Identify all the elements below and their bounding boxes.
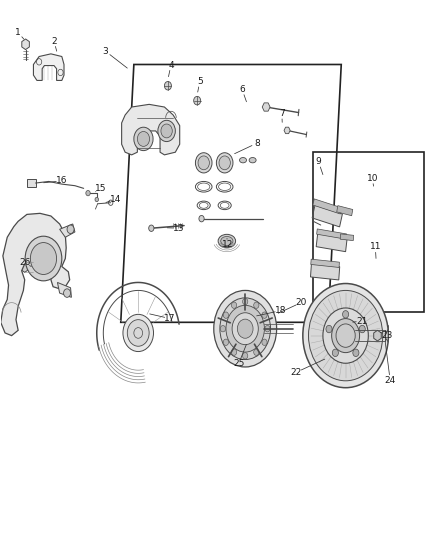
Ellipse shape bbox=[218, 235, 236, 248]
Polygon shape bbox=[313, 199, 342, 214]
Polygon shape bbox=[122, 104, 180, 155]
Text: 18: 18 bbox=[275, 306, 286, 315]
Circle shape bbox=[223, 339, 229, 345]
Circle shape bbox=[138, 132, 150, 147]
Ellipse shape bbox=[221, 237, 233, 246]
Circle shape bbox=[303, 284, 389, 387]
Text: 7: 7 bbox=[279, 109, 285, 118]
Text: 14: 14 bbox=[110, 195, 121, 204]
Circle shape bbox=[220, 298, 271, 360]
Text: 21: 21 bbox=[356, 317, 367, 326]
Polygon shape bbox=[60, 224, 75, 237]
Ellipse shape bbox=[219, 156, 230, 169]
Text: 8: 8 bbox=[254, 139, 260, 148]
Ellipse shape bbox=[198, 156, 209, 169]
Circle shape bbox=[134, 127, 153, 151]
Circle shape bbox=[194, 96, 201, 105]
Circle shape bbox=[359, 325, 365, 333]
Circle shape bbox=[223, 312, 229, 318]
Circle shape bbox=[336, 324, 355, 348]
Text: 22: 22 bbox=[291, 368, 302, 377]
Text: 24: 24 bbox=[385, 376, 396, 385]
Circle shape bbox=[64, 289, 71, 297]
Circle shape bbox=[164, 82, 171, 90]
Circle shape bbox=[161, 124, 172, 138]
Circle shape bbox=[343, 311, 349, 318]
Circle shape bbox=[67, 225, 74, 233]
Circle shape bbox=[220, 326, 226, 332]
Circle shape bbox=[123, 314, 153, 352]
Text: 3: 3 bbox=[102, 47, 108, 55]
Text: 11: 11 bbox=[370, 243, 381, 252]
Polygon shape bbox=[21, 261, 29, 272]
Circle shape bbox=[332, 319, 360, 353]
Polygon shape bbox=[262, 103, 270, 111]
Circle shape bbox=[86, 190, 90, 196]
Text: 2: 2 bbox=[51, 37, 57, 46]
Circle shape bbox=[199, 215, 204, 222]
Circle shape bbox=[232, 313, 258, 345]
Text: 15: 15 bbox=[95, 184, 106, 193]
Text: 12: 12 bbox=[222, 240, 233, 249]
Circle shape bbox=[353, 349, 359, 357]
Circle shape bbox=[25, 236, 62, 281]
Circle shape bbox=[254, 302, 259, 309]
Polygon shape bbox=[1, 213, 70, 336]
Polygon shape bbox=[337, 206, 353, 216]
Circle shape bbox=[254, 349, 259, 356]
Text: 5: 5 bbox=[197, 77, 203, 86]
Text: 25: 25 bbox=[233, 359, 244, 368]
Polygon shape bbox=[316, 233, 347, 252]
Text: 13: 13 bbox=[173, 224, 184, 233]
Polygon shape bbox=[317, 229, 346, 239]
Circle shape bbox=[30, 243, 57, 274]
Polygon shape bbox=[311, 259, 339, 268]
Circle shape bbox=[243, 298, 248, 305]
Polygon shape bbox=[374, 330, 381, 341]
Circle shape bbox=[158, 120, 175, 142]
Circle shape bbox=[308, 290, 383, 381]
Circle shape bbox=[214, 290, 277, 367]
Ellipse shape bbox=[240, 158, 247, 163]
Text: 9: 9 bbox=[316, 157, 321, 166]
Text: 10: 10 bbox=[367, 174, 378, 183]
Text: 23: 23 bbox=[382, 330, 393, 340]
Polygon shape bbox=[284, 127, 290, 134]
Polygon shape bbox=[312, 205, 343, 227]
Text: 6: 6 bbox=[239, 85, 245, 94]
Circle shape bbox=[243, 353, 248, 359]
Circle shape bbox=[149, 225, 154, 231]
Circle shape bbox=[323, 308, 368, 364]
Ellipse shape bbox=[216, 153, 233, 173]
Circle shape bbox=[265, 326, 270, 332]
Circle shape bbox=[231, 349, 237, 356]
Polygon shape bbox=[22, 39, 29, 50]
Polygon shape bbox=[340, 234, 353, 240]
Circle shape bbox=[95, 197, 99, 201]
Circle shape bbox=[226, 305, 265, 352]
Bar bbox=[27, 179, 35, 187]
Text: 16: 16 bbox=[56, 176, 67, 185]
Circle shape bbox=[237, 319, 253, 338]
Ellipse shape bbox=[249, 158, 256, 163]
Text: 20: 20 bbox=[295, 298, 307, 307]
Circle shape bbox=[332, 349, 339, 357]
Circle shape bbox=[262, 312, 267, 318]
Text: 1: 1 bbox=[15, 28, 21, 37]
Polygon shape bbox=[57, 282, 71, 297]
Circle shape bbox=[127, 320, 149, 346]
Polygon shape bbox=[33, 54, 64, 80]
Polygon shape bbox=[311, 264, 340, 280]
Text: 17: 17 bbox=[164, 314, 176, 323]
Circle shape bbox=[326, 325, 332, 333]
Text: 4: 4 bbox=[168, 61, 174, 69]
Circle shape bbox=[231, 302, 237, 309]
Text: 26: 26 bbox=[19, 259, 30, 267]
Circle shape bbox=[262, 339, 267, 345]
Ellipse shape bbox=[195, 153, 212, 173]
